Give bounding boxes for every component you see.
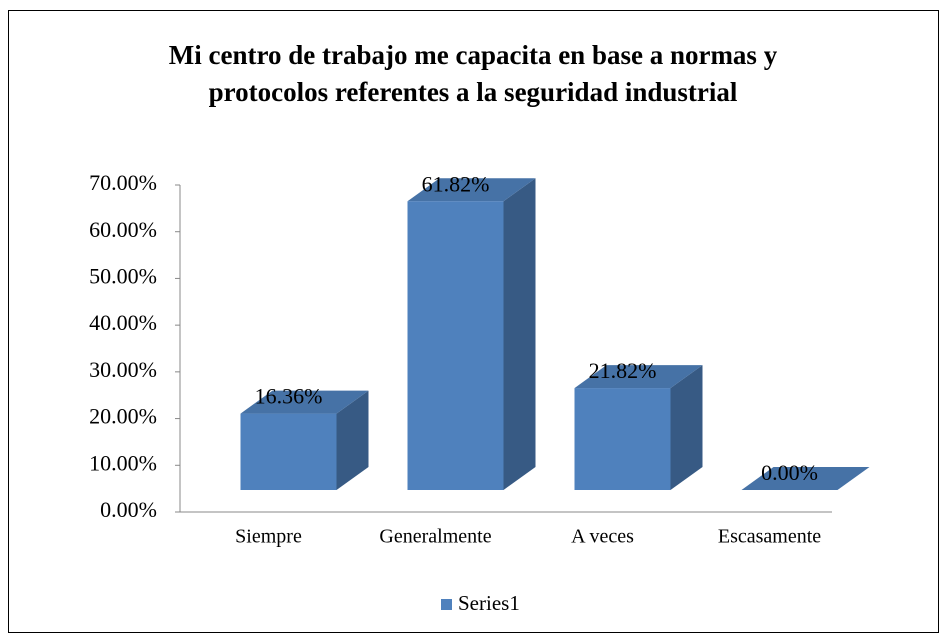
bar-side: [670, 365, 703, 490]
bar-top: [574, 365, 703, 389]
y-tick-label: 40.00%: [89, 310, 157, 335]
bar: [574, 388, 671, 490]
y-tick-label: 30.00%: [89, 357, 157, 382]
x-tick-label: Escasamente: [718, 526, 821, 548]
bar: [407, 201, 504, 490]
y-tick-label: 0.00%: [100, 497, 157, 522]
legend-swatch: [441, 599, 452, 610]
y-tick-label: 60.00%: [89, 217, 157, 242]
y-tick-label: 10.00%: [89, 450, 157, 475]
chart-title: protocolos referentes a la seguridad ind…: [209, 77, 738, 107]
x-tick-label: A veces: [571, 526, 634, 548]
data-label: 61.82%: [422, 171, 490, 196]
bar-side: [336, 390, 369, 490]
y-tick-label: 70.00%: [89, 170, 157, 195]
y-tick-label: 50.00%: [89, 263, 157, 288]
bar-top: [407, 178, 536, 202]
chart-title: Mi centro de trabajo me capacita en base…: [169, 40, 778, 70]
y-tick-label: 20.00%: [89, 404, 157, 429]
data-label: 16.36%: [255, 384, 323, 409]
bar: [240, 413, 337, 490]
legend-label: Series1: [458, 591, 520, 615]
x-tick-label: Generalmente: [379, 526, 491, 548]
bar-top: [741, 467, 870, 490]
x-tick-label: Siempre: [235, 526, 302, 548]
data-label: 21.82%: [589, 358, 657, 383]
bar-top: [240, 390, 369, 414]
data-label: 0.00%: [761, 460, 818, 485]
bar-side: [503, 178, 536, 490]
